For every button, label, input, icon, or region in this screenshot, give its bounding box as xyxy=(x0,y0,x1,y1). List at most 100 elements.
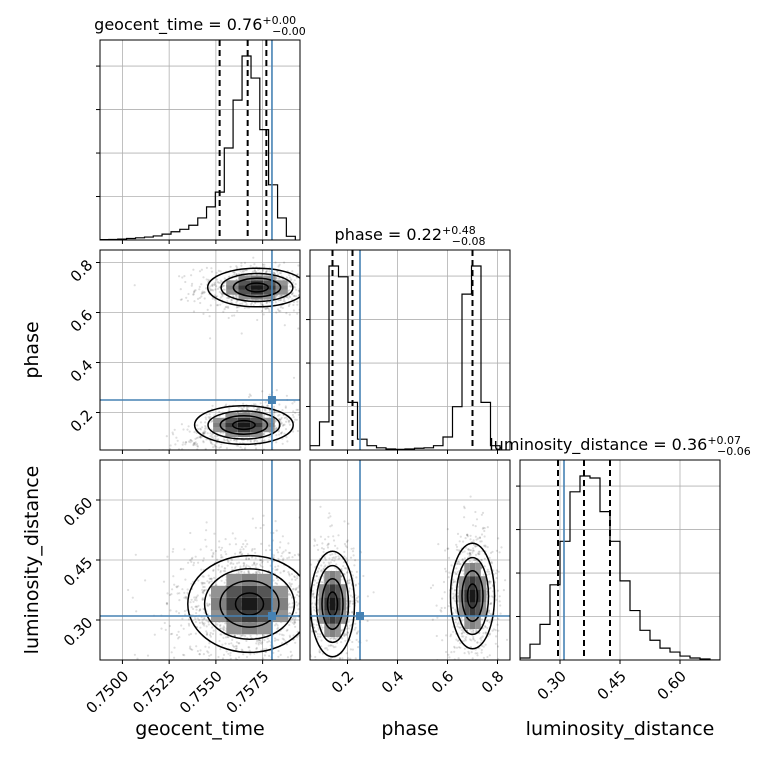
sample-point xyxy=(351,602,354,605)
sample-point xyxy=(247,395,251,399)
contour-level-3 xyxy=(234,592,265,616)
sample-point xyxy=(318,672,320,674)
sample-point xyxy=(190,451,192,453)
sample-point xyxy=(202,441,205,444)
sample-point xyxy=(306,285,308,287)
sample-point xyxy=(192,291,196,294)
sample-point xyxy=(489,602,492,606)
sample-point xyxy=(184,595,187,599)
sample-point xyxy=(196,617,199,620)
sample-point xyxy=(203,589,206,592)
density-cell xyxy=(318,610,325,624)
sample-point xyxy=(193,290,196,293)
sample-point xyxy=(292,410,295,413)
sample-point xyxy=(446,528,449,531)
sample-point xyxy=(295,587,298,590)
density-panel-geocent_time-vs-phase xyxy=(100,250,315,458)
sample-point xyxy=(179,298,182,301)
sample-point xyxy=(249,566,252,569)
sample-point xyxy=(457,621,460,624)
sample-point xyxy=(498,551,501,554)
title-value: phase = 0.22 xyxy=(335,225,442,244)
sample-point xyxy=(452,596,455,599)
sample-point xyxy=(253,652,256,655)
y-tick-label-luminosity_distance-2: 0.60 xyxy=(60,494,96,530)
sample-point xyxy=(218,456,220,458)
sample-point xyxy=(201,290,204,293)
sample-point xyxy=(313,596,316,600)
sample-point xyxy=(177,637,180,640)
sample-point xyxy=(220,579,223,582)
sample-point xyxy=(481,511,485,514)
sample-point xyxy=(214,445,217,448)
sample-point xyxy=(246,439,249,442)
sample-point xyxy=(497,629,500,632)
sample-point xyxy=(301,565,303,567)
sample-point xyxy=(201,598,204,601)
sample-point xyxy=(301,307,303,309)
sample-point xyxy=(255,647,258,651)
sample-point xyxy=(314,655,317,659)
sample-point xyxy=(278,433,281,436)
sample-point xyxy=(291,618,294,621)
sample-point xyxy=(203,622,206,625)
x-tick-label-phase-0: 0.2 xyxy=(328,667,358,697)
sample-point xyxy=(341,661,343,663)
sample-point xyxy=(219,569,222,573)
density-cell xyxy=(329,584,336,598)
sample-point xyxy=(472,628,475,631)
sample-point xyxy=(288,423,291,426)
sample-point xyxy=(208,580,211,584)
sample-point xyxy=(348,581,351,585)
sample-point xyxy=(331,553,334,556)
sample-point xyxy=(202,575,205,578)
density-cell xyxy=(238,285,251,290)
sample-point xyxy=(488,632,492,635)
sample-point xyxy=(244,566,247,569)
sample-point xyxy=(263,408,266,411)
sample-point xyxy=(349,657,352,660)
density-cell xyxy=(250,422,263,428)
sample-point xyxy=(228,543,231,546)
sample-point xyxy=(303,283,305,285)
sample-point xyxy=(198,621,201,625)
sample-point xyxy=(218,546,221,549)
sample-point xyxy=(279,571,282,574)
sample-point xyxy=(329,525,332,528)
sample-point xyxy=(261,269,264,272)
sample-point xyxy=(307,661,309,663)
panel-title-luminosity_distance: luminosity_distance = 0.36+0.07 −0.06 xyxy=(489,434,751,458)
sample-point xyxy=(347,657,350,660)
sample-point xyxy=(259,564,263,568)
sample-point xyxy=(257,639,260,642)
sample-point xyxy=(292,680,294,682)
sample-point xyxy=(191,282,194,285)
sample-point xyxy=(234,565,237,568)
sample-point xyxy=(211,632,215,636)
sample-point xyxy=(222,569,225,573)
sample-point xyxy=(346,579,349,583)
sample-point xyxy=(219,624,222,628)
sample-point xyxy=(188,668,190,670)
sample-point xyxy=(488,633,491,636)
sample-point xyxy=(296,273,299,276)
sample-point xyxy=(258,639,261,642)
density-cell xyxy=(225,417,238,423)
sample-point xyxy=(486,568,489,571)
sample-point xyxy=(313,304,315,306)
sample-point xyxy=(288,419,291,422)
sample-point xyxy=(488,556,491,560)
sample-point xyxy=(281,409,284,412)
sample-point xyxy=(480,533,484,536)
sample-point xyxy=(169,593,172,597)
sample-point xyxy=(318,519,320,521)
sample-point xyxy=(455,548,458,551)
density-cell xyxy=(238,280,251,286)
sample-point xyxy=(159,452,161,454)
sample-point xyxy=(179,288,182,291)
sample-point xyxy=(334,557,337,560)
sample-point xyxy=(293,400,296,403)
sample-point xyxy=(289,612,292,615)
sample-point xyxy=(305,528,307,530)
sample-point xyxy=(281,642,284,645)
